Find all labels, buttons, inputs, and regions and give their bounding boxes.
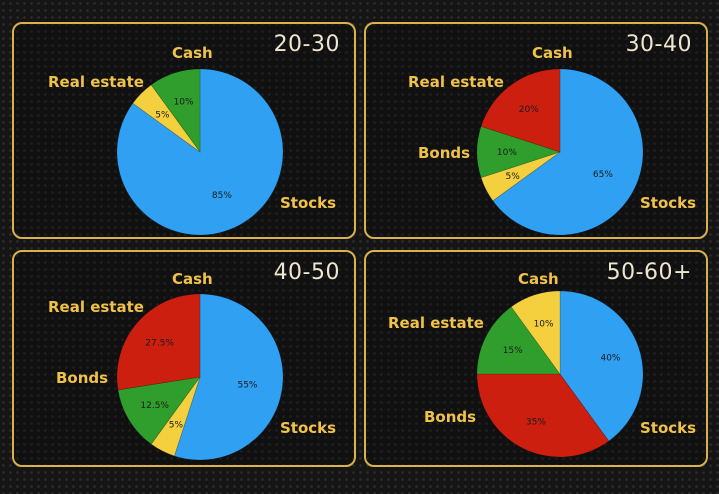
pie-slice-stocks [492, 68, 644, 236]
category-label-cash: Cash [172, 270, 213, 288]
category-label-bonds: Bonds [418, 144, 471, 162]
pie-slice-cash [480, 151, 561, 202]
slice-value-label: 15% [503, 346, 523, 356]
pie-slice-real-estate [117, 376, 201, 445]
pie-chart: 55% 5%12.5% 27.5% [116, 293, 284, 461]
chart-panel-40-50: 40-50 55% 5% 12.5% 27.5% Stocks Cash Real estat… [12, 250, 356, 467]
category-label-real-estate: Real estate [408, 73, 504, 91]
pie-chart: 40% 35% 15% 10% [476, 290, 644, 458]
slice-value-label: 55% [237, 381, 257, 391]
category-label-bonds: Bonds [56, 369, 109, 387]
pie-chart: 85% 5% 10% [116, 68, 284, 236]
slice-value-label: 20% [519, 105, 539, 115]
chart-title: 30-40 [625, 32, 692, 57]
pie-slice-bonds [480, 68, 561, 153]
slice-value-label: 27.5% [145, 339, 174, 349]
category-label-real-estate: Real estate [388, 314, 484, 332]
category-label-cash: Cash [532, 44, 573, 62]
pie-slice-stocks [173, 293, 284, 461]
category-label-bonds: Bonds [424, 408, 477, 426]
slice-value-label: 85% [212, 191, 232, 201]
pie-slice-stocks [559, 290, 644, 442]
pie-slice-real-estate [476, 306, 561, 375]
pie-chart: 65% 5% 10% 20% [476, 68, 644, 236]
slice-value-label: 5% [169, 420, 184, 430]
pie-slice-cash [132, 84, 201, 153]
category-label-real-estate: Real estate [48, 73, 144, 91]
category-label-cash: Cash [518, 270, 559, 288]
slice-value-label: 10% [497, 148, 517, 158]
slice-value-label: 12.5% [140, 401, 169, 411]
slice-value-label: 5% [506, 172, 521, 182]
pie-slice-cash [510, 290, 561, 375]
chart-panel-50-60: 50-60+ 40% 35% 15% 10% Stocks Bonds Real estate… [364, 250, 708, 467]
slice-value-label: 35% [526, 417, 546, 427]
category-label-cash: Cash [172, 44, 213, 62]
slice-value-label: 65% [593, 170, 613, 180]
slice-value-label: 40% [600, 354, 620, 364]
pie-slice-cash [150, 376, 201, 457]
chart-panel-20-30: 20-30 85% 5% 10% Stocks Cash Real estate [12, 22, 356, 239]
chart-title: 40-50 [273, 260, 340, 285]
category-label-stocks: Stocks [640, 194, 697, 212]
pie-slice-real-estate [476, 125, 561, 179]
pie-slice-bonds [476, 373, 610, 458]
slice-value-label: 10% [174, 98, 194, 108]
chart-panel-30-40: 30-40 65% 5% 10% 20% Stocks Cash Real estate Bon… [364, 22, 708, 239]
category-label-stocks: Stocks [640, 419, 697, 437]
chart-title: 20-30 [273, 32, 340, 57]
category-label-stocks: Stocks [280, 419, 337, 437]
chart-title: 50-60+ [606, 260, 692, 285]
slice-value-label: 5% [155, 110, 170, 120]
slice-value-label: 10% [534, 320, 554, 330]
pie-slice-real-estate [150, 68, 201, 153]
category-label-real-estate: Real estate [48, 298, 144, 316]
pie-slice-bonds [116, 293, 201, 391]
category-label-stocks: Stocks [280, 194, 337, 212]
pie-slice-stocks [116, 68, 284, 236]
